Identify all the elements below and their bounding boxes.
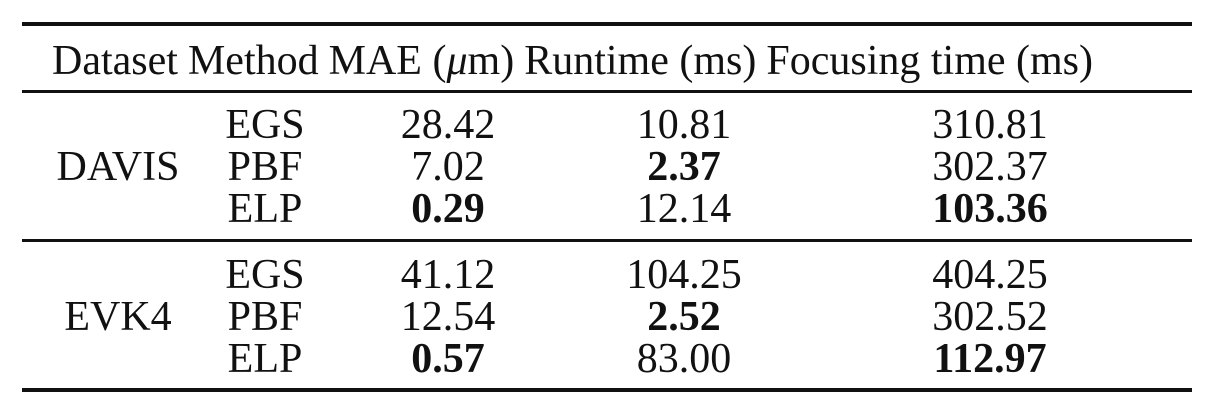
method-cell: ELP xyxy=(227,186,303,232)
focusing-cell: 302.37 xyxy=(932,144,1048,190)
focusing-cell: 404.25 xyxy=(932,252,1048,298)
focusing-cell-best: 112.97 xyxy=(933,336,1047,382)
mae-cell: 7.02 xyxy=(411,144,485,190)
header-mae-mu: μ xyxy=(446,38,468,84)
header-dataset: Dataset xyxy=(52,38,178,84)
mae-cell-best: 0.57 xyxy=(411,336,485,382)
method-cell: EGS xyxy=(225,102,305,148)
focusing-cell: 310.81 xyxy=(932,102,1048,148)
runtime-cell: 10.81 xyxy=(636,102,732,148)
method-cell: EGS xyxy=(225,252,305,298)
header-mae: MAE (μm) xyxy=(329,40,515,82)
method-cell: PBF xyxy=(227,144,303,190)
mae-cell: 28.42 xyxy=(400,102,496,148)
mae-cell: 41.12 xyxy=(400,252,496,298)
bottom-rule xyxy=(22,388,1192,392)
mae-cell: 12.54 xyxy=(400,294,496,340)
header-rule xyxy=(22,90,1192,93)
top-rule xyxy=(22,22,1192,26)
dataset-evk4: EVK4 xyxy=(64,294,172,340)
header-runtime: Runtime (ms) xyxy=(524,38,757,84)
group-rule xyxy=(22,239,1192,242)
focusing-cell-best: 103.36 xyxy=(932,186,1048,232)
method-cell: PBF xyxy=(227,294,303,340)
header-method: Method xyxy=(187,38,319,84)
runtime-cell: 83.00 xyxy=(636,336,732,382)
runtime-cell: 104.25 xyxy=(626,252,742,298)
dataset-davis: DAVIS xyxy=(56,144,180,190)
header-row: Dataset Method MAE (μm) Runtime (ms) Focusin… xyxy=(52,40,1093,82)
runtime-cell-best: 2.37 xyxy=(647,144,721,190)
runtime-cell: 12.14 xyxy=(636,186,732,232)
header-mae-suffix: m) xyxy=(467,38,515,84)
mae-cell-best: 0.29 xyxy=(411,186,485,232)
method-cell: ELP xyxy=(227,336,303,382)
focusing-cell: 302.52 xyxy=(932,294,1048,340)
header-focusing: Focusing time (ms) xyxy=(766,38,1093,84)
runtime-cell-best: 2.52 xyxy=(647,294,721,340)
header-mae-prefix: MAE ( xyxy=(328,38,447,84)
